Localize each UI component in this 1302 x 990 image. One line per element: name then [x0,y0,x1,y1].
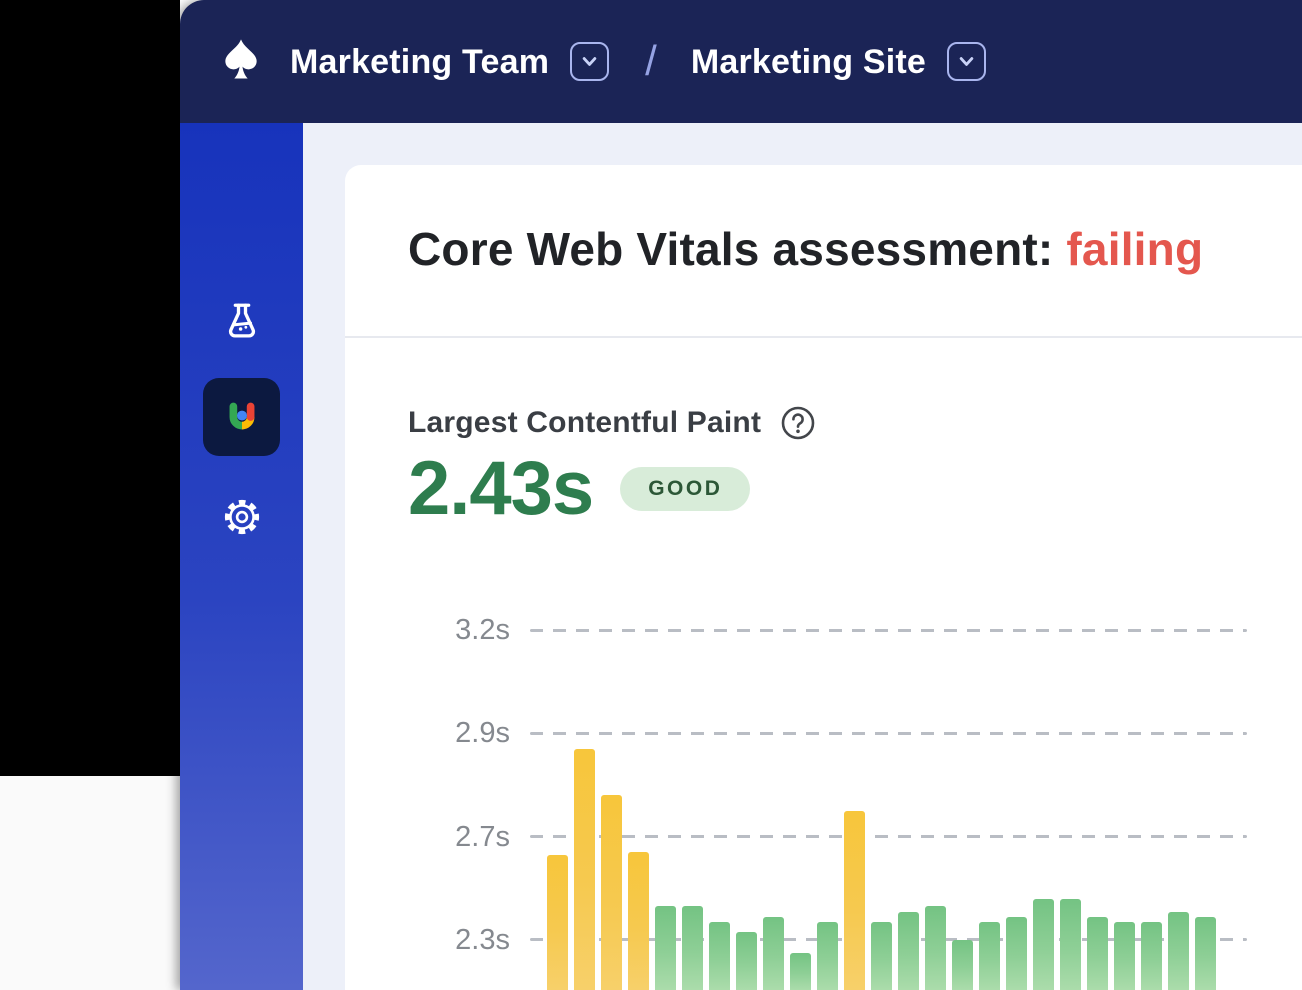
core-web-vitals-card: Core Web Vitals assessment: failing Larg… [345,165,1302,990]
lcp-bar [844,810,865,990]
page-title: Core Web Vitals assessment: failing [408,222,1203,276]
chevron-down-icon [582,57,597,66]
lcp-bar [736,932,757,990]
lcp-bar [1195,916,1216,990]
sidebar [180,123,303,990]
y-axis-tick-label: 2.3s [455,923,510,956]
lcp-bar [817,921,838,990]
lcp-bar [547,854,568,990]
app-window: Marketing Team / Marketing Site [180,0,1302,990]
page-backdrop-dark [0,0,180,776]
gridline [530,835,1247,839]
lcp-bar [1114,921,1135,990]
lcp-bar [574,748,595,990]
question-circle-icon[interactable] [780,405,816,441]
lcp-bar [709,921,730,990]
app-header: Marketing Team / Marketing Site [180,0,1302,123]
ux-logo-icon [229,402,254,430]
y-axis-tick-label: 2.9s [455,717,510,750]
status-badge: GOOD [620,467,751,511]
lcp-bar [898,911,919,990]
y-axis-tick-label: 3.2s [455,614,510,646]
lcp-bar [1033,898,1054,990]
lcp-bar [1141,921,1162,990]
breadcrumb: Marketing Team / Marketing Site [180,36,987,86]
gridline [530,731,1247,735]
lcp-bar-chart: 3.2s 2.9s 2.7s 2.3s [180,595,1302,990]
team-dropdown-button[interactable] [570,42,610,81]
lcp-bar [979,921,1000,990]
lcp-bar [1060,898,1081,990]
lcp-bar [682,906,703,990]
lcp-bar [790,952,811,990]
page-backdrop-light [0,776,180,990]
lcp-bar [601,795,622,990]
lcp-bar [628,852,649,990]
site-dropdown-button[interactable] [947,42,987,81]
sidebar-item-user-experience[interactable] [203,378,280,456]
sidebar-item-settings[interactable] [180,495,303,539]
lcp-bar [655,906,676,990]
chevron-down-icon [959,57,974,66]
lcp-bar [871,921,892,990]
page-title-prefix: Core Web Vitals assessment: [408,223,1067,275]
lcp-bar [1006,916,1027,990]
breadcrumb-site-label[interactable]: Marketing Site [690,42,927,81]
status-failing: failing [1066,223,1204,275]
sidebar-item-experiments[interactable] [180,299,303,343]
lcp-bar [763,916,784,990]
lcp-bar [952,940,973,990]
lcp-bar [1168,911,1189,990]
y-axis-tick-label: 2.7s [455,820,510,853]
breadcrumb-team-label[interactable]: Marketing Team [290,42,550,81]
spade-icon[interactable] [221,36,261,86]
metric-value-row: 2.43s GOOD [408,446,751,531]
lcp-bar [1087,916,1108,990]
gridline [530,628,1247,632]
bar-series [547,595,1247,990]
flask-icon [228,303,255,338]
card-divider [345,336,1302,338]
metric-value: 2.43s [408,446,594,531]
gear-icon [224,499,259,535]
lcp-bar [925,906,946,990]
metric-header: Largest Contentful Paint [408,405,816,441]
breadcrumb-separator: / [645,36,657,84]
metric-label: Largest Contentful Paint [408,406,762,439]
